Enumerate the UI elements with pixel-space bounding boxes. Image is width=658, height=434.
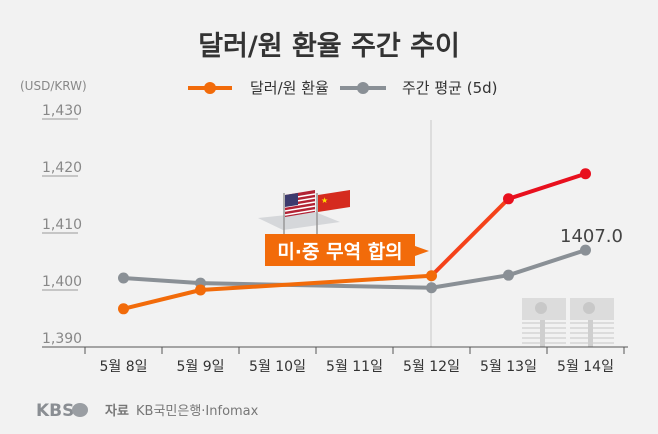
legend-marker-avg	[357, 82, 369, 94]
series-avg-segment	[198, 281, 434, 290]
x-axis: 5월 8일 5월 9일 5월 10일 5월 11일 5월 12일 5월 13일 5월 14일	[84, 347, 625, 375]
y-tick-label: 1,400	[42, 274, 82, 290]
svg-text:★: ★	[321, 196, 328, 205]
series-layer: 1407.0	[118, 168, 623, 315]
legend-item-avg: 주간 평균 (5d)	[340, 79, 498, 97]
series-avg-segment	[121, 276, 203, 286]
footer: KBS 자료 KB국민은행·Infomax	[36, 401, 259, 421]
series-avg-segment	[506, 248, 588, 278]
chart-title: 달러/원 환율 주간 추이	[198, 31, 460, 62]
x-tick-label: 5월 14일	[557, 359, 614, 375]
series-rate-point	[426, 270, 437, 282]
series-rate-point	[503, 193, 514, 205]
legend-marker-rate	[204, 82, 216, 94]
y-tick-label: 1,390	[42, 331, 82, 347]
x-tick-label: 5월 12일	[403, 359, 460, 375]
series-rate-point	[195, 284, 206, 296]
x-tick-label: 5월 8일	[99, 359, 147, 375]
source-label: 자료	[105, 404, 129, 419]
series-rate-segment	[198, 273, 434, 292]
series-avg-point	[118, 272, 129, 284]
legend-item-rate: 달러/원 환율	[188, 79, 329, 97]
us-china-flags-icon: ★	[258, 190, 350, 236]
y-tick-label: 1,430	[42, 103, 82, 119]
x-tick-label: 5월 11일	[326, 359, 383, 375]
money-bills-icon	[522, 298, 614, 347]
y-tick-label: 1,420	[42, 160, 82, 176]
series-avg-point	[503, 269, 514, 281]
series-rate-segment	[506, 171, 588, 201]
kbs-logo: KBS	[36, 401, 74, 421]
y-axis: 1,430 1,420 1,410 1,400 1,390	[42, 103, 82, 347]
legend-label-avg: 주간 평균 (5d)	[402, 79, 498, 97]
x-tick-label: 5월 10일	[249, 359, 306, 375]
source-text: KB국민은행·Infomax	[136, 403, 259, 419]
y-tick-label: 1,410	[42, 217, 82, 233]
annotation-trade-deal: 미·중 무역 합의	[265, 234, 429, 266]
x-tick-label: 5월 9일	[176, 359, 224, 375]
kbs-logo-icon	[72, 403, 88, 417]
legend-label-rate: 달러/원 환율	[250, 79, 329, 97]
series-rate-segment	[121, 288, 203, 311]
series-rate-point	[580, 168, 591, 180]
x-tick-label: 5월 13일	[480, 359, 537, 375]
series-avg-point	[580, 244, 591, 256]
legend: 달러/원 환율 주간 평균 (5d)	[188, 79, 498, 97]
series-rate-segment	[429, 196, 511, 278]
series-avg-point	[426, 282, 437, 294]
data-label: 1407.0	[560, 226, 623, 247]
series-avg-segment	[429, 273, 511, 290]
series-rate-point	[118, 303, 129, 315]
y-axis-unit: (USD/KRW)	[20, 79, 87, 93]
annotation-label: 미·중 무역 합의	[277, 241, 402, 263]
